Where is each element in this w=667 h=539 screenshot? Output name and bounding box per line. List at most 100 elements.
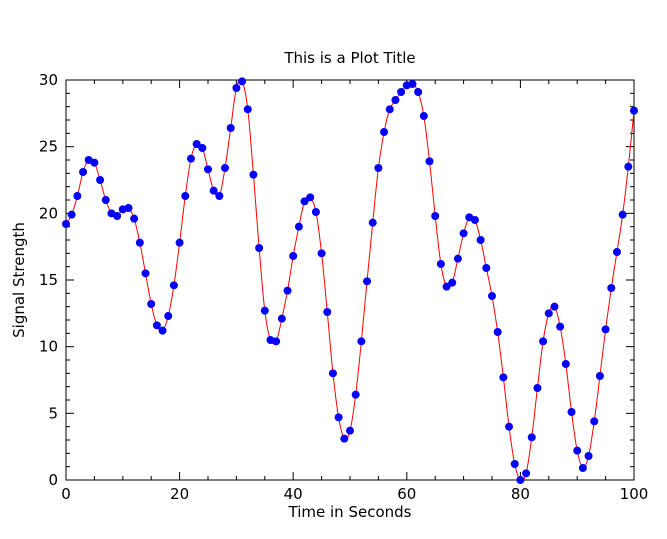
- data-point: [505, 422, 514, 431]
- data-point: [499, 373, 508, 382]
- data-point: [255, 244, 264, 252]
- data-point: [351, 390, 360, 399]
- data-point: [584, 452, 593, 460]
- data-point: [459, 229, 468, 238]
- data-point: [294, 222, 303, 231]
- data-point: [612, 248, 621, 256]
- data-point: [164, 312, 173, 320]
- data-point: [561, 360, 570, 368]
- data-point: [175, 238, 184, 247]
- data-point: [300, 197, 309, 206]
- data-point: [204, 165, 212, 174]
- x-tick-label: 40: [284, 485, 303, 503]
- x-axis: 0 20 40 60 80 100: [61, 80, 648, 503]
- data-point: [368, 218, 377, 227]
- data-point: [527, 433, 536, 442]
- data-point: [510, 460, 519, 468]
- data-point: [277, 314, 286, 323]
- data-point: [243, 105, 252, 114]
- data-point: [482, 264, 491, 272]
- data-point: [380, 128, 389, 136]
- data-point: [391, 96, 400, 104]
- data-point: [130, 214, 139, 223]
- data-point: [283, 286, 292, 295]
- data-point: [152, 321, 161, 330]
- data-point: [147, 300, 156, 308]
- data-point: [550, 302, 559, 311]
- data-point: [334, 413, 343, 422]
- data-point: [573, 446, 582, 455]
- data-point: [272, 337, 281, 346]
- data-point: [522, 469, 531, 478]
- data-point: [419, 112, 428, 120]
- data-point: [493, 328, 502, 336]
- data-point: [135, 238, 144, 247]
- data-point: [289, 252, 298, 260]
- data-point: [431, 212, 440, 220]
- data-point: [158, 326, 167, 335]
- data-point: [539, 337, 548, 346]
- data-point: [476, 236, 485, 244]
- x-tick-label: 100: [620, 485, 649, 503]
- data-point: [198, 144, 207, 152]
- data-point: [221, 164, 230, 172]
- x-tick-label: 60: [397, 485, 416, 503]
- data-point: [590, 417, 599, 426]
- data-point: [215, 192, 224, 200]
- x-tick-label: 20: [170, 485, 189, 503]
- data-point: [618, 210, 627, 219]
- data-point: [101, 196, 110, 204]
- data-point: [141, 269, 150, 278]
- data-point: [96, 176, 105, 184]
- data-point: [533, 384, 542, 392]
- data-point: [346, 426, 354, 435]
- plot-frame: [65, 79, 635, 481]
- data-point: [442, 282, 451, 291]
- data-point: [385, 105, 394, 114]
- chart-title: This is a Plot Title: [283, 49, 415, 67]
- series-line: [65, 79, 635, 482]
- series-points: [62, 77, 638, 484]
- data-point: [453, 254, 462, 263]
- data-point: [238, 77, 247, 86]
- data-point: [328, 369, 337, 378]
- data-point: [124, 204, 133, 212]
- data-point: [425, 157, 434, 166]
- data-point: [73, 192, 82, 200]
- data-point: [311, 208, 320, 216]
- data-point: [340, 434, 349, 443]
- data-point: [595, 372, 604, 380]
- data-point: [249, 170, 258, 179]
- data-point: [601, 325, 610, 334]
- data-point: [169, 281, 178, 290]
- x-axis-label: Time in Seconds: [288, 503, 412, 521]
- data-point: [260, 306, 269, 315]
- data-point: [232, 84, 241, 92]
- data-point: [186, 154, 195, 163]
- data-point: [181, 192, 190, 200]
- y-axis: 0 5 10 15 20 25 30: [39, 71, 634, 489]
- x-tick-label: 0: [61, 485, 71, 503]
- data-point: [516, 476, 525, 484]
- data-point: [630, 106, 638, 115]
- data-point: [192, 140, 201, 148]
- x-tick-label: 80: [511, 485, 530, 503]
- y-tick-label: 20: [39, 204, 58, 222]
- data-point: [79, 168, 88, 176]
- y-tick-label: 15: [39, 271, 58, 289]
- data-point: [470, 216, 479, 224]
- data-point: [306, 193, 315, 202]
- data-point: [567, 408, 576, 416]
- data-point: [226, 124, 235, 132]
- data-point: [323, 308, 332, 316]
- y-tick-label: 10: [39, 338, 58, 356]
- data-point: [363, 277, 372, 286]
- y-axis-label: Signal Strength: [10, 222, 28, 338]
- data-point: [357, 337, 366, 346]
- data-point: [397, 88, 406, 96]
- y-tick-label: 30: [39, 71, 58, 89]
- data-point: [578, 464, 587, 472]
- y-tick-label: 25: [39, 138, 58, 156]
